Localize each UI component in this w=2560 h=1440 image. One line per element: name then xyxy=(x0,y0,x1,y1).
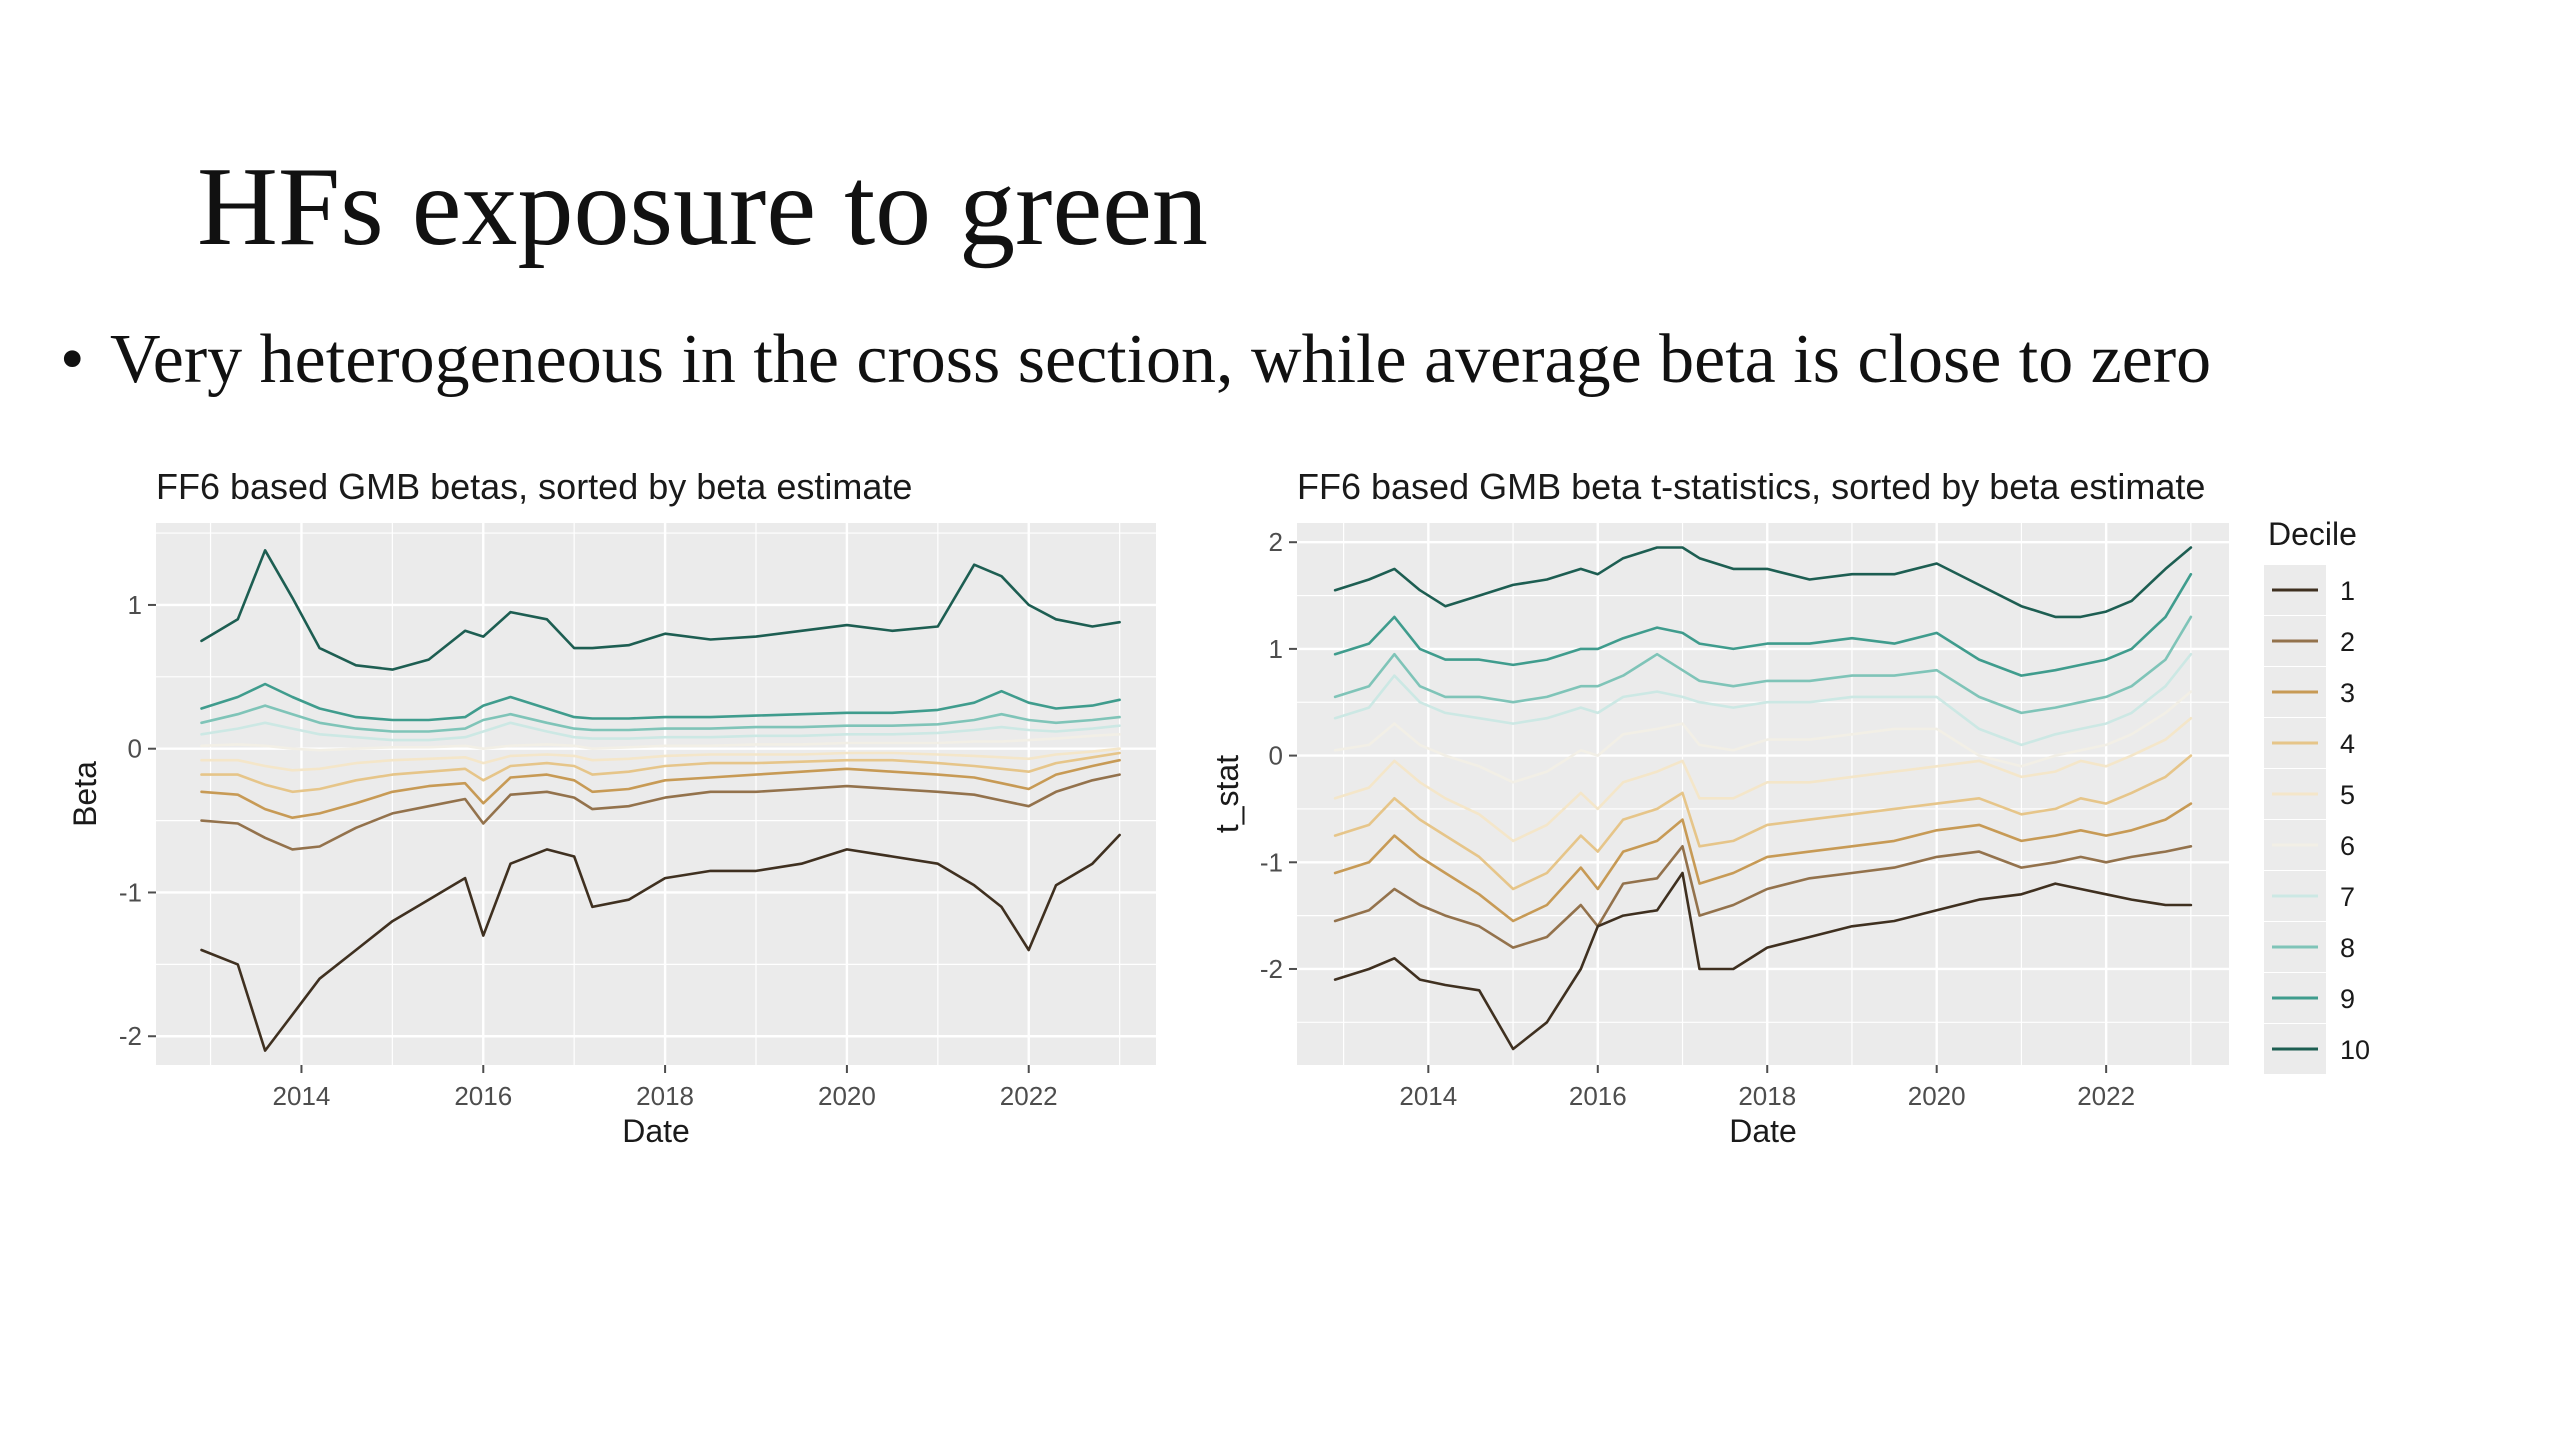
x-tick-label: 2014 xyxy=(273,1081,331,1111)
series-line-decile-5 xyxy=(200,747,1121,772)
series-line-decile-3 xyxy=(1333,802,2193,923)
legend-label-decile-8: 8 xyxy=(2340,933,2355,963)
series-line-decile-9 xyxy=(1333,572,2193,677)
legend-label-decile-9: 9 xyxy=(2340,984,2355,1014)
series-line-decile-7 xyxy=(1333,652,2193,747)
y-tick-label: -1 xyxy=(1260,847,1283,877)
x-tick-label: 2020 xyxy=(1908,1081,1966,1111)
series-line-decile-7 xyxy=(200,721,1121,742)
slide-title: HFs exposure to green xyxy=(197,145,1208,269)
series-line-decile-10 xyxy=(1333,546,2193,619)
series-line-decile-6 xyxy=(200,732,1121,752)
x-tick-label: 2018 xyxy=(636,1081,694,1111)
legend-label-decile-1: 1 xyxy=(2340,576,2355,606)
series-line-decile-9 xyxy=(200,682,1121,722)
legend-label-decile-4: 4 xyxy=(2340,729,2355,759)
bullet-dot-icon: • xyxy=(60,321,85,398)
legend-title: Decile xyxy=(2268,516,2357,552)
y-tick-label: 0 xyxy=(128,734,142,764)
series-line-decile-4 xyxy=(200,751,1121,794)
legend-label-decile-2: 2 xyxy=(2340,627,2355,657)
x-tick-label: 2022 xyxy=(1000,1081,1058,1111)
y-axis-title: Beta xyxy=(67,761,103,827)
x-tick-label: 2016 xyxy=(1569,1081,1627,1111)
y-tick-label: -1 xyxy=(119,877,142,907)
beta-chart: 2014 2016 2018 2020 2022 -2 -1 0 1 Date Beta xyxy=(67,523,1156,1149)
bullet-text: Very heterogeneous in the cross section,… xyxy=(110,321,2212,398)
y-tick-label: -2 xyxy=(119,1021,142,1051)
plot-panel xyxy=(1297,523,2229,1065)
y-tick-label: 1 xyxy=(128,590,142,620)
series-line-decile-10 xyxy=(200,548,1121,671)
legend-label-decile-3: 3 xyxy=(2340,678,2355,708)
series-line-decile-1 xyxy=(1333,871,2193,1051)
series-line-decile-8 xyxy=(1333,615,2193,715)
series-line-decile-5 xyxy=(1333,716,2193,843)
bullet-point: • Very heterogeneous in the cross section… xyxy=(60,318,2211,402)
x-tick-label: 2014 xyxy=(1399,1081,1457,1111)
y-tick-label: -2 xyxy=(1260,954,1283,984)
decile-legend: Decile 1 2 3 4 5 6 7 8 9 10 xyxy=(2264,516,2370,1074)
y-axis-title: t_stat xyxy=(1209,755,1245,833)
chart-title-betas: FF6 based GMB betas, sorted by beta esti… xyxy=(156,466,913,507)
series-line-decile-1 xyxy=(200,833,1121,1052)
series-line-decile-6 xyxy=(1333,690,2193,784)
series-line-decile-8 xyxy=(200,704,1121,733)
series-line-decile-4 xyxy=(1333,754,2193,891)
tstat-chart: 2014 2016 2018 2020 2022 -2 -1 0 1 2 Date t_stat xyxy=(1209,523,2229,1149)
x-tick-label: 2016 xyxy=(454,1081,512,1111)
x-tick-label: 2018 xyxy=(1738,1081,1796,1111)
legend-label-decile-5: 5 xyxy=(2340,780,2355,810)
x-axis-title: Date xyxy=(1729,1113,1797,1149)
legend-label-decile-10: 10 xyxy=(2340,1035,2370,1065)
x-tick-label: 2020 xyxy=(818,1081,876,1111)
x-tick-label: 2022 xyxy=(2077,1081,2135,1111)
series-line-decile-2 xyxy=(1333,844,2193,949)
series-line-decile-2 xyxy=(200,773,1121,851)
y-tick-label: 0 xyxy=(1269,741,1283,771)
series-line-decile-3 xyxy=(200,758,1121,820)
legend-label-decile-7: 7 xyxy=(2340,882,2355,912)
legend-label-decile-6: 6 xyxy=(2340,831,2355,861)
chart-title-tstats: FF6 based GMB beta t-statistics, sorted … xyxy=(1297,466,2206,507)
x-axis-title: Date xyxy=(622,1113,690,1149)
y-tick-label: 1 xyxy=(1269,634,1283,664)
y-tick-label: 2 xyxy=(1269,527,1283,557)
